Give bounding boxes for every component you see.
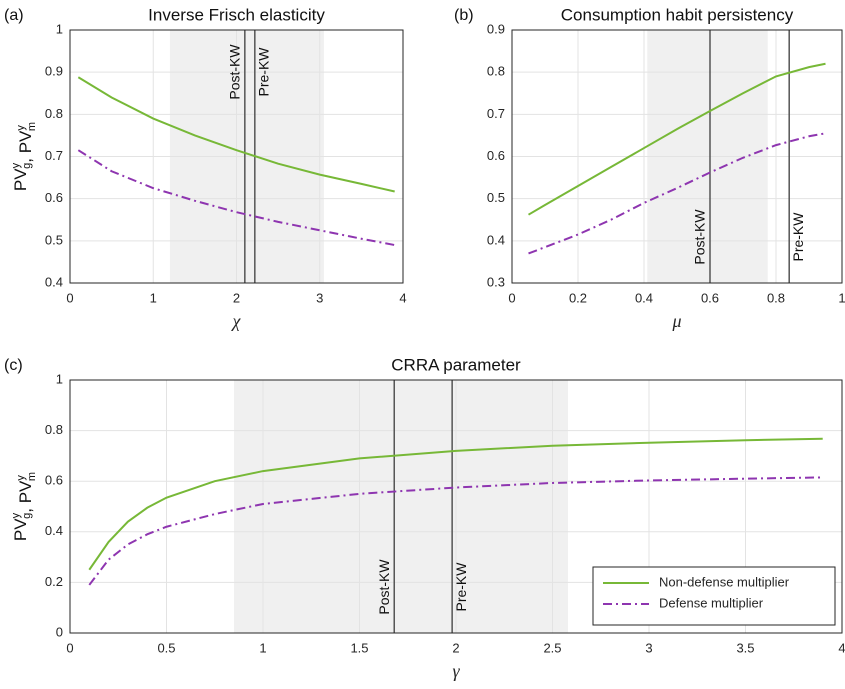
y-tick-label: 0.4 (487, 232, 505, 247)
series-line (77, 76, 395, 193)
x-tick-label: 0 (508, 290, 515, 305)
x-axis-label: χ (231, 311, 242, 331)
x-tick-label: 2.5 (543, 640, 561, 655)
x-tick-label: 2 (452, 640, 459, 655)
chart-title: Consumption habit persistency (561, 5, 794, 24)
y-tick-label: 0.3 (487, 274, 505, 289)
series-line (88, 476, 823, 586)
y-axis-label-base: PV (11, 168, 30, 191)
reference-label: Post-KW (692, 209, 708, 265)
x-tick-label: 0.2 (569, 290, 587, 305)
reference-label: Pre-KW (453, 562, 469, 612)
x-tick-label: 0.5 (157, 640, 175, 655)
y-tick-label: 0.9 (45, 64, 63, 79)
x-tick-label: 1 (150, 290, 157, 305)
x-tick-label: 0.4 (635, 290, 653, 305)
x-tick-label: 4 (399, 290, 406, 305)
panel-label: (c) (4, 357, 23, 374)
y-tick-label: 0.4 (45, 274, 63, 289)
chart-title: CRRA parameter (391, 355, 521, 374)
axes-frame (69, 29, 404, 284)
x-tick-label: 3.5 (736, 640, 754, 655)
y-axis-label-sup: y (15, 125, 27, 131)
shaded-range (234, 380, 568, 633)
reference-label: Pre-KW (256, 47, 272, 97)
y-tick-label: 0.6 (45, 190, 63, 205)
panel-label: (a) (4, 7, 24, 24)
series-line (88, 437, 823, 571)
y-tick-label: 0.8 (487, 64, 505, 79)
y-tick-label: 0.4 (45, 523, 63, 538)
y-tick-label: 0.5 (487, 190, 505, 205)
y-tick-label: 0.8 (45, 422, 63, 437)
y-axis-label-sup: y (10, 162, 22, 168)
axes-frame (511, 29, 843, 284)
x-tick-label: 0 (66, 640, 73, 655)
y-tick-label: 0.7 (487, 106, 505, 121)
y-tick-label: 1 (56, 371, 63, 386)
x-axis-label: γ (452, 661, 460, 681)
x-tick-label: 3 (316, 290, 323, 305)
y-axis-label-sub: m (26, 472, 38, 481)
y-axis-label-base: PV (16, 480, 35, 503)
panel-label: (b) (454, 7, 474, 24)
y-tick-label: 0.6 (45, 473, 63, 488)
y-axis-label-separator: , (16, 153, 35, 162)
legend-label: Defense multiplier (659, 595, 764, 610)
x-tick-label: 0 (66, 290, 73, 305)
reference-label: Post-KW (376, 559, 392, 615)
y-tick-label: 0 (56, 624, 63, 639)
chart-title: Inverse Frisch elasticity (148, 5, 325, 24)
reference-label: Post-KW (227, 44, 243, 100)
y-axis-label-separator: , (16, 503, 35, 512)
x-tick-label: 4 (838, 640, 845, 655)
axes-frame (69, 379, 843, 634)
x-tick-label: 3 (645, 640, 652, 655)
x-axis-label: μ (671, 311, 681, 331)
y-tick-label: 0.2 (45, 574, 63, 589)
x-tick-label: 1.5 (350, 640, 368, 655)
reference-label: Pre-KW (790, 212, 806, 262)
y-axis-label-sub: g (21, 513, 33, 519)
y-tick-label: 0.9 (487, 21, 505, 36)
y-tick-label: 0.8 (45, 106, 63, 121)
x-tick-label: 0.6 (701, 290, 719, 305)
series-line (528, 132, 826, 255)
y-axis-label: PVyg, PVym (10, 122, 38, 191)
legend-box (592, 566, 836, 626)
x-tick-label: 1 (838, 290, 845, 305)
series-line (527, 62, 826, 216)
y-axis-label-base: PV (11, 518, 30, 541)
y-axis-label-sub: g (21, 163, 33, 169)
y-tick-label: 0.7 (45, 148, 63, 163)
y-tick-label: 0.5 (45, 232, 63, 247)
legend-label: Non-defense multiplier (659, 574, 790, 589)
y-axis-label: PVyg, PVym (10, 472, 38, 541)
y-axis-label-sup: y (15, 475, 27, 481)
y-axis-label-base: PV (16, 130, 35, 153)
x-tick-label: 0.8 (767, 290, 785, 305)
y-axis-label-sub: m (26, 122, 38, 131)
y-tick-label: 0.6 (487, 148, 505, 163)
x-tick-label: 1 (259, 640, 266, 655)
x-tick-label: 2 (233, 290, 240, 305)
y-axis-label-sup: y (10, 512, 22, 518)
y-tick-label: 1 (56, 21, 63, 36)
